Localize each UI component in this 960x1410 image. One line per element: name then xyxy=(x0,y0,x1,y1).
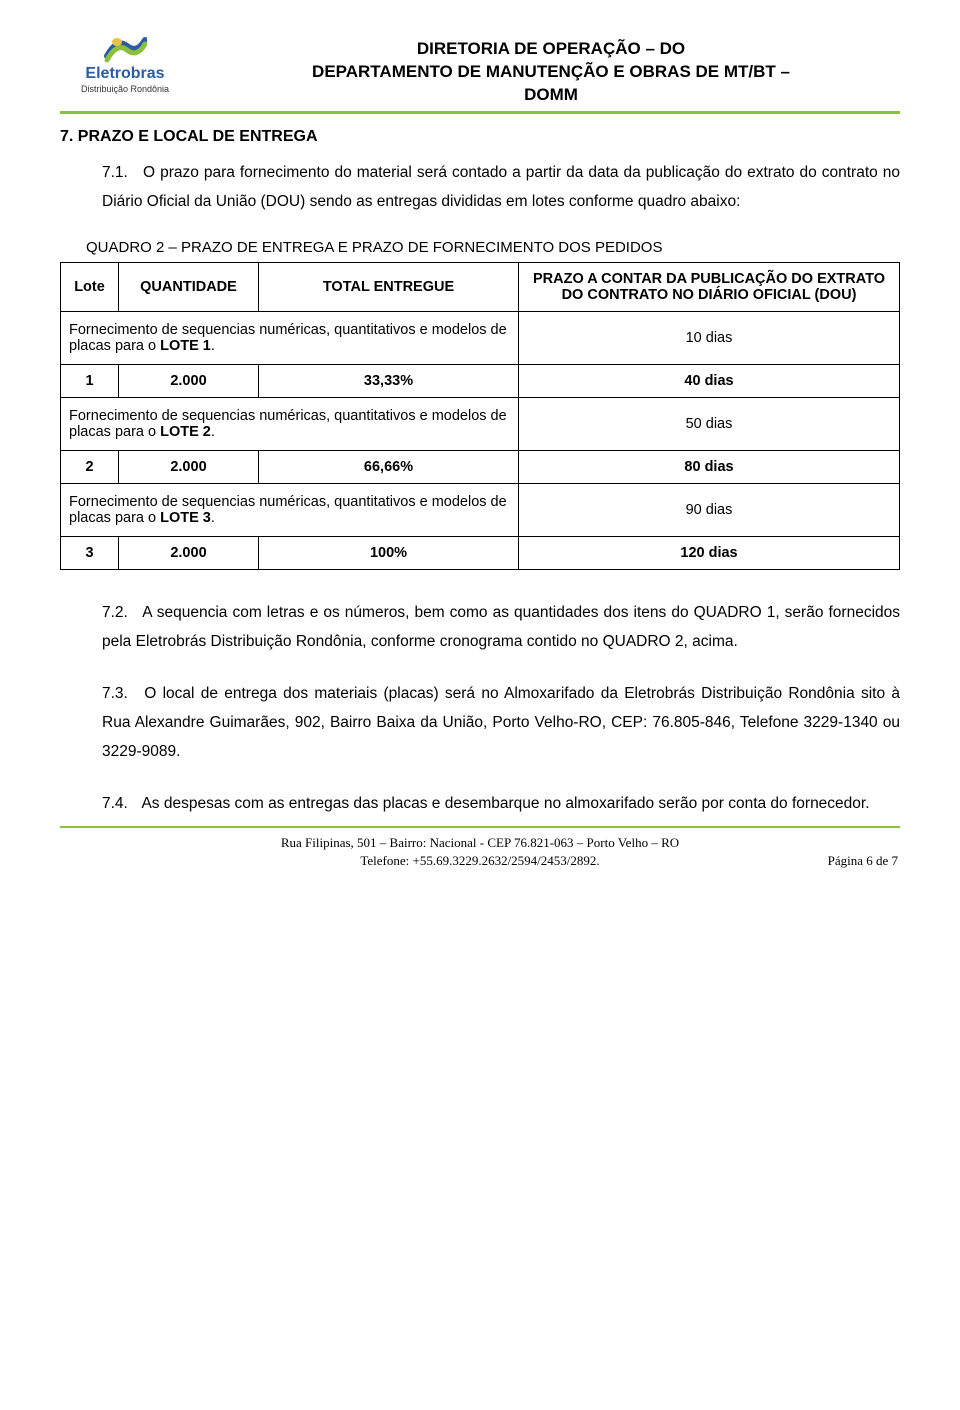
quadro-2-table: Lote QUANTIDADE TOTAL ENTREGUE PRAZO A C… xyxy=(60,262,900,570)
quadro-2-title: QUADRO 2 – PRAZO DE ENTREGA E PRAZO DE F… xyxy=(86,239,900,256)
table-row: Fornecimento de sequencias numéricas, qu… xyxy=(61,397,900,450)
eletrobras-logo-icon xyxy=(103,32,147,64)
footer-page-number: Página 6 de 7 xyxy=(600,853,898,869)
paragraph-number: 7.2. xyxy=(102,598,138,627)
table-prazo-cell: 50 dias xyxy=(519,397,900,450)
col-total-entregue: TOTAL ENTREGUE xyxy=(259,262,519,311)
footer-address: Rua Filipinas, 501 – Bairro: Nacional - … xyxy=(60,834,900,852)
table-total-cell: 66,66% xyxy=(259,450,519,483)
footer-telephone: Telefone: +55.69.3229.2632/2594/2453/289… xyxy=(360,853,599,869)
paragraph-number: 7.3. xyxy=(102,679,138,708)
footer-row: Telefone: +55.69.3229.2632/2594/2453/289… xyxy=(60,853,900,869)
logo-name: Eletrobras xyxy=(85,66,164,82)
table-lote-cell: 2 xyxy=(61,450,119,483)
table-qtd-cell: 2.000 xyxy=(119,536,259,569)
table-prazo-cell: 10 dias xyxy=(519,311,900,364)
table-row: 32.000100%120 dias xyxy=(61,536,900,569)
paragraph-text: O prazo para fornecimento do material se… xyxy=(102,164,900,210)
col-prazo: PRAZO A CONTAR DA PUBLICAÇÃO DO EXTRATO … xyxy=(519,262,900,311)
paragraph-number: 7.1. xyxy=(102,158,138,187)
header-title-line1: DIRETORIA DE OPERAÇÃO – DO xyxy=(417,39,685,58)
table-lote-cell: 1 xyxy=(61,364,119,397)
logo-block: Eletrobras Distribuição Rondônia xyxy=(60,32,190,94)
paragraph-text: As despesas com as entregas das placas e… xyxy=(141,795,869,812)
paragraph-number: 7.4. xyxy=(102,789,138,818)
table-total-cell: 33,33% xyxy=(259,364,519,397)
table-span-cell: Fornecimento de sequencias numéricas, qu… xyxy=(61,397,519,450)
table-span-cell: Fornecimento de sequencias numéricas, qu… xyxy=(61,483,519,536)
table-prazo-cell: 90 dias xyxy=(519,483,900,536)
table-prazo-cell: 40 dias xyxy=(519,364,900,397)
header-title-line2: DEPARTAMENTO DE MANUTENÇÃO E OBRAS DE MT… xyxy=(312,62,790,81)
paragraph-7-4: 7.4. As despesas com as entregas das pla… xyxy=(102,789,900,818)
col-quantidade: QUANTIDADE xyxy=(119,262,259,311)
table-prazo-cell: 120 dias xyxy=(519,536,900,569)
paragraph-text: O local de entrega dos materiais (placas… xyxy=(102,685,900,761)
table-row: 12.00033,33%40 dias xyxy=(61,364,900,397)
paragraph-7-3: 7.3. O local de entrega dos materiais (p… xyxy=(102,679,900,767)
col-lote: Lote xyxy=(61,262,119,311)
table-row: Fornecimento de sequencias numéricas, qu… xyxy=(61,311,900,364)
table-qtd-cell: 2.000 xyxy=(119,364,259,397)
paragraph-text: A sequencia com letras e os números, bem… xyxy=(102,604,900,650)
document-header: Eletrobras Distribuição Rondônia DIRETOR… xyxy=(60,32,900,107)
logo-subtitle: Distribuição Rondônia xyxy=(81,84,169,94)
section-7-heading: 7. PRAZO E LOCAL DE ENTREGA xyxy=(60,128,900,146)
header-title: DIRETORIA DE OPERAÇÃO – DO DEPARTAMENTO … xyxy=(202,32,900,107)
table-span-cell: Fornecimento de sequencias numéricas, qu… xyxy=(61,311,519,364)
table-row: Fornecimento de sequencias numéricas, qu… xyxy=(61,483,900,536)
footer-divider xyxy=(60,826,900,828)
header-title-line3: DOMM xyxy=(524,85,578,104)
paragraph-7-1: 7.1. O prazo para fornecimento do materi… xyxy=(102,158,900,217)
table-total-cell: 100% xyxy=(259,536,519,569)
table-qtd-cell: 2.000 xyxy=(119,450,259,483)
header-divider xyxy=(60,111,900,114)
table-header-row: Lote QUANTIDADE TOTAL ENTREGUE PRAZO A C… xyxy=(61,262,900,311)
table-row: 22.00066,66%80 dias xyxy=(61,450,900,483)
table-lote-cell: 3 xyxy=(61,536,119,569)
paragraph-7-2: 7.2. A sequencia com letras e os números… xyxy=(102,598,900,657)
table-prazo-cell: 80 dias xyxy=(519,450,900,483)
